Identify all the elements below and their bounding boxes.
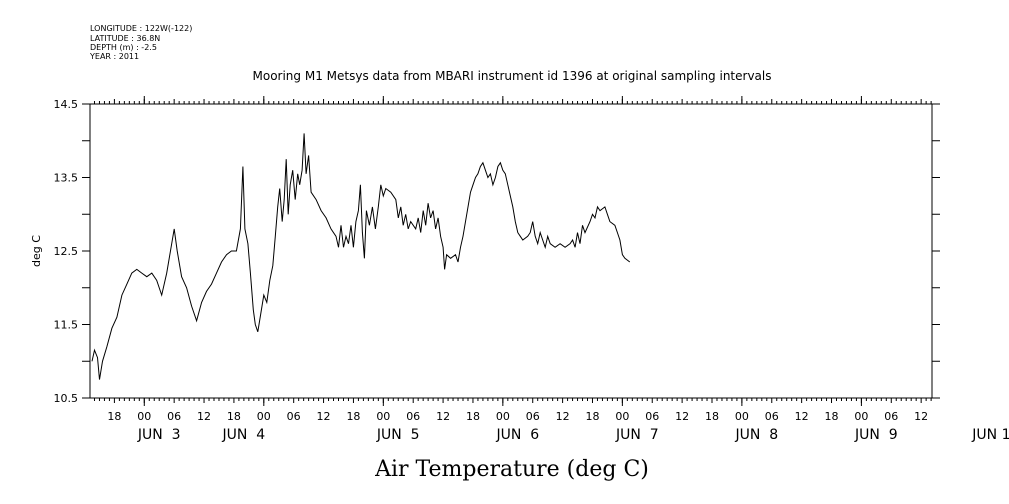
hour-tick-label: 18 <box>585 410 599 423</box>
hour-tick-label: 12 <box>675 410 689 423</box>
latitude-text: LATITUDE : 36.8N <box>90 34 160 43</box>
bottom-tick-marks <box>93 398 932 406</box>
y-tick-marks <box>82 103 940 399</box>
longitude-text: LONGITUDE : 122W(-122) <box>90 24 192 33</box>
y-tick-label: 10.5 <box>54 392 79 405</box>
hour-tick-label: 00 <box>137 410 151 423</box>
day-label: JUN 5 <box>376 427 420 443</box>
day-label: JUN 7 <box>615 427 659 443</box>
year-text: YEAR : 2011 <box>89 52 139 61</box>
hour-tick-label: 06 <box>526 410 540 423</box>
hour-tick-label: 12 <box>795 410 809 423</box>
y-axis-label: deg C <box>30 235 43 267</box>
hour-tick-label: 00 <box>496 410 510 423</box>
hour-tick-labels: 18 00 06 12 18 00 06 12 18 00 06 12 18 00 06 12 18 00 06 12… <box>107 410 928 423</box>
y-tick-labels: 10.5 11.5 12.5 13.5 14.5 <box>54 98 79 405</box>
y-tick-label: 11.5 <box>54 319 79 332</box>
series-line-air-temperature <box>91 133 631 380</box>
hour-tick-label: 12 <box>197 410 211 423</box>
y-tick-label: 13.5 <box>54 172 79 185</box>
day-label: JUN 4 <box>222 427 266 443</box>
hour-tick-label: 00 <box>257 410 271 423</box>
hour-tick-label: 06 <box>406 410 420 423</box>
hour-tick-label: 06 <box>884 410 898 423</box>
y-tick-label: 14.5 <box>54 98 79 111</box>
hour-tick-label: 06 <box>167 410 181 423</box>
hour-tick-label: 18 <box>825 410 839 423</box>
day-label: JUN 10 <box>971 427 1009 443</box>
hour-tick-label: 06 <box>645 410 659 423</box>
hour-tick-label: 00 <box>615 410 629 423</box>
plot-frame <box>89 103 933 399</box>
hour-tick-label: 00 <box>376 410 390 423</box>
top-tick-marks <box>93 96 932 104</box>
hour-tick-label: 12 <box>556 410 570 423</box>
header-info: LONGITUDE : 122W(-122) LATITUDE : 36.8N … <box>89 24 192 61</box>
hour-tick-label: 18 <box>466 410 480 423</box>
chart-title: Mooring M1 Metsys data from MBARI instru… <box>253 69 772 83</box>
day-labels: JUN 3 JUN 4 JUN 5 JUN 6 JUN 7 JUN 8 JUN 9 JUN 1… <box>137 427 1009 443</box>
hour-tick-label: 18 <box>705 410 719 423</box>
hour-tick-label: 18 <box>227 410 241 423</box>
hour-tick-label: 12 <box>436 410 450 423</box>
hour-tick-label: 00 <box>854 410 868 423</box>
hour-tick-label: 18 <box>107 410 121 423</box>
hour-tick-label: 06 <box>287 410 301 423</box>
day-label: JUN 6 <box>495 427 539 443</box>
day-label: JUN 3 <box>137 427 181 443</box>
hour-tick-label: 00 <box>735 410 749 423</box>
depth-text: DEPTH (m) : -2.5 <box>90 43 157 52</box>
day-label: JUN 9 <box>854 427 898 443</box>
y-tick-label: 12.5 <box>54 245 79 258</box>
x-axis-label: Air Temperature (deg C) <box>374 457 649 482</box>
hour-tick-label: 06 <box>765 410 779 423</box>
hour-tick-label: 18 <box>346 410 360 423</box>
day-label: JUN 8 <box>734 427 778 443</box>
hour-tick-label: 12 <box>914 410 928 423</box>
hour-tick-label: 12 <box>317 410 331 423</box>
